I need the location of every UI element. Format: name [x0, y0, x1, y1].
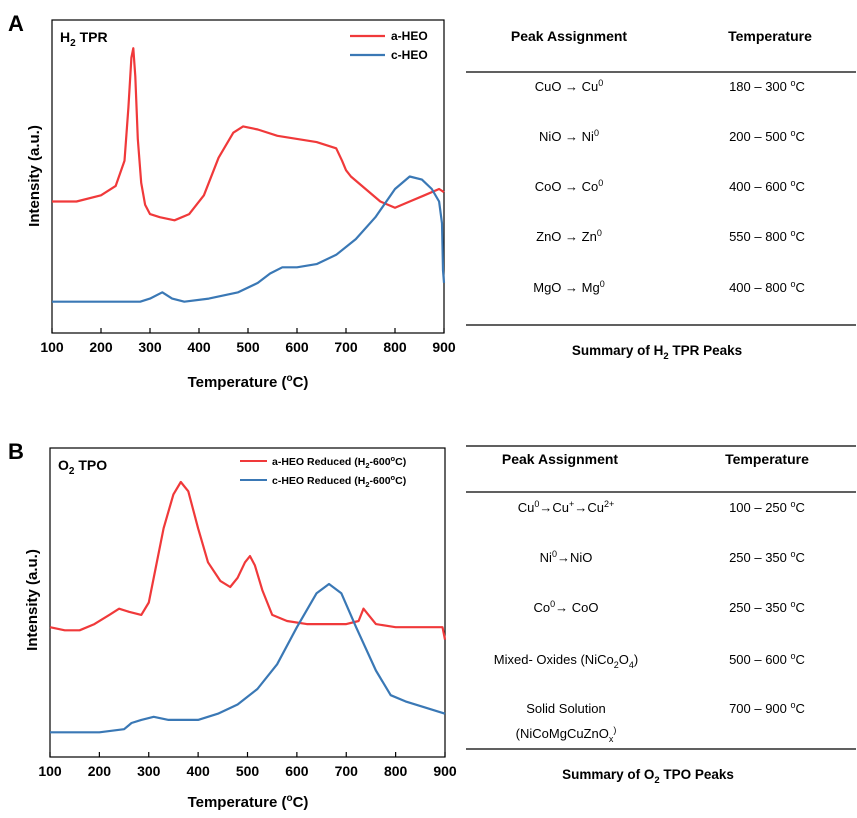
legend-b-label-2: c-HEO Reduced (H2-600oC) [272, 473, 406, 489]
series-line-c-heo [50, 582, 446, 734]
table-b-cell-temperature: 250 – 350 oC [729, 549, 805, 565]
x-axis-b-label: Temperature (oC) [188, 793, 309, 811]
legend-a-label-2: c-HEO [391, 48, 428, 62]
table-a-cell-temperature: 400 – 600 oC [729, 178, 805, 194]
series-line-c-heo [52, 175, 446, 303]
table-b-rows: Cu0→Cu+→Cu2+ 100 – 250 oC Ni0→NiO 250 – 350… [494, 499, 805, 744]
table-a-cell-temperature: 180 – 300 oC [729, 78, 805, 94]
x-tick-label: 600 [285, 763, 309, 779]
panel-a-letter: A [8, 11, 24, 36]
x-tick-label: 900 [432, 339, 456, 355]
table-a-caption: Summary of H2 TPR Peaks [572, 343, 742, 362]
table-a-cell-temperature: 550 – 800 oC [729, 228, 805, 244]
plot-b-series [49, 480, 447, 734]
table-b-cell-temperature: 700 – 900 oC [729, 700, 805, 716]
table-b-cell-assignment-line2: (NiCoMgCuZnOx) [516, 725, 617, 744]
y-axis-b-label: Intensity (a.u.) [24, 549, 41, 651]
x-tick-label: 800 [383, 339, 407, 355]
table-a-cell-temperature: 200 – 500 oC [729, 128, 805, 144]
x-tick-label: 200 [89, 339, 113, 355]
plot-b-legend: a-HEO Reduced (H2-600oC) c-HEO Reduced (… [240, 454, 406, 489]
x-tick-label: 300 [138, 339, 162, 355]
x-tick-label: 100 [40, 339, 64, 355]
panel-b: B O2 TPO a-HEO Reduced (H2-600oC) c-HEO … [8, 439, 856, 811]
table-a-cell-assignment: NiO → Ni0 [539, 128, 599, 144]
x-tick-label: 200 [88, 763, 112, 779]
table-b-cell-temperature: 100 – 250 oC [729, 499, 805, 515]
plot-a-legend: a-HEO c-HEO [350, 29, 428, 62]
x-tick-label: 600 [285, 339, 309, 355]
x-tick-label: 300 [137, 763, 161, 779]
table-a-cell-assignment: ZnO → Zn0 [536, 228, 602, 244]
table-b: Peak Assignment Temperature Cu0→Cu+→Cu2+… [466, 445, 856, 786]
table-a-cell-assignment: MgO → Mg0 [533, 279, 604, 295]
table-a-cell-assignment: CuO → Cu0 [535, 78, 604, 94]
plot-a-title: H2 TPR [60, 29, 108, 49]
x-tick-label: 400 [186, 763, 210, 779]
plot-a-frame [51, 19, 445, 334]
table-b-cell-assignment: Co0→ CoO [534, 599, 599, 615]
legend-a-label-1: a-HEO [391, 29, 428, 43]
table-a-header-temperature: Temperature [728, 28, 812, 44]
x-axis-a: 100 200 300 400 500 600 700 800 900 [40, 328, 456, 355]
x-tick-label: 900 [433, 763, 457, 779]
table-a-rows: CuO → Cu0 180 – 300 oC NiO → Ni0 200 – 500 … [533, 78, 805, 295]
table-a-cell-temperature: 400 – 800 oC [729, 279, 805, 295]
table-b-header-assignment: Peak Assignment [502, 451, 619, 467]
y-axis-a-label: Intensity (a.u.) [26, 125, 43, 227]
table-a-cell-assignment: CoO → Co0 [535, 178, 604, 194]
table-a-header-assignment: Peak Assignment [511, 28, 628, 44]
x-axis-b: 100 200 300 400 500 600 700 800 900 [38, 752, 457, 779]
x-tick-label: 400 [187, 339, 211, 355]
series-line-a-heo [52, 47, 445, 222]
x-tick-label: 800 [384, 763, 408, 779]
plot-b-title: O2 TPO [58, 457, 107, 477]
x-tick-label: 700 [334, 339, 358, 355]
x-tick-label: 500 [236, 763, 260, 779]
table-b-caption: Summary of O2 TPO Peaks [562, 767, 734, 786]
x-tick-label: 500 [236, 339, 260, 355]
table-b-cell-assignment: Mixed- Oxides (NiCo2O4) [494, 652, 638, 670]
table-b-cell-assignment: Solid Solution [526, 701, 606, 716]
plot-b-frame [49, 447, 446, 758]
table-b-cell-assignment: Ni0→NiO [540, 549, 593, 565]
plot-a-series [52, 47, 446, 303]
x-axis-a-label: Temperature (oC) [188, 373, 309, 391]
table-b-cell-assignment: Cu0→Cu+→Cu2+ [518, 499, 614, 515]
panel-b-letter: B [8, 439, 24, 464]
x-tick-label: 100 [38, 763, 62, 779]
table-a: Peak Assignment Temperature CuO → Cu0 180… [466, 28, 856, 362]
series-line-a-heo [49, 480, 447, 640]
table-b-header-temperature: Temperature [725, 451, 809, 467]
table-b-cell-temperature: 250 – 350 oC [729, 599, 805, 615]
table-b-cell-temperature: 500 – 600 oC [729, 651, 805, 667]
panel-a: A H2 TPR a-HEO c-HEO 100 200 300 400 500 600 7… [8, 11, 856, 391]
legend-b-label-1: a-HEO Reduced (H2-600oC) [272, 454, 406, 470]
x-tick-label: 700 [335, 763, 359, 779]
